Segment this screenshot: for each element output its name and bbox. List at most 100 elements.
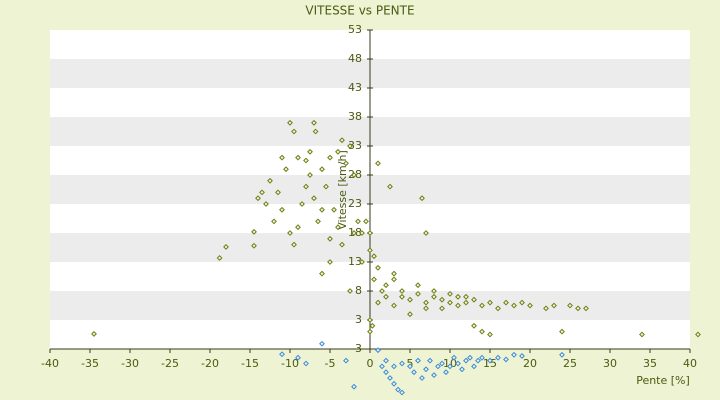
point: [279, 351, 285, 358]
point: [511, 351, 517, 358]
point: [391, 363, 397, 370]
point: [447, 290, 453, 297]
point: [455, 360, 461, 367]
x-tick-label: 20: [523, 357, 537, 370]
point: [259, 189, 265, 196]
point: [479, 328, 485, 335]
point: [559, 351, 565, 358]
y-tick-label: 8: [355, 284, 362, 297]
point: [91, 331, 97, 337]
point: [355, 218, 361, 225]
point: [387, 375, 393, 381]
point: [583, 305, 589, 312]
x-tick-label: -25: [161, 357, 179, 370]
point: [695, 331, 701, 338]
point: [319, 270, 325, 277]
point: [279, 206, 285, 213]
point: [567, 302, 573, 309]
point: [415, 357, 421, 364]
point: [287, 119, 293, 126]
point: [367, 230, 373, 236]
point: [411, 369, 417, 376]
point: [367, 317, 373, 323]
point: [511, 302, 517, 309]
x-tick-label: -15: [241, 357, 259, 370]
point: [419, 375, 425, 381]
point: [399, 360, 405, 367]
point: [311, 195, 317, 202]
point: [363, 218, 369, 225]
point: [387, 183, 393, 190]
point: [479, 354, 485, 361]
point: [407, 296, 413, 303]
point: [431, 293, 437, 300]
point: [351, 172, 357, 178]
point: [423, 299, 429, 306]
point: [367, 247, 373, 254]
point: [275, 189, 281, 196]
point: [303, 360, 309, 367]
point: [379, 363, 385, 370]
point: [343, 357, 349, 364]
point: [347, 288, 353, 294]
point: [447, 363, 453, 370]
y-tick-label: 33: [348, 139, 362, 152]
point: [439, 360, 445, 367]
point: [495, 354, 501, 361]
point: [495, 305, 501, 312]
point: [559, 328, 565, 335]
point: [471, 363, 477, 370]
point: [519, 353, 525, 359]
point: [463, 357, 469, 364]
point: [331, 206, 337, 213]
point: [375, 264, 381, 271]
point: [369, 322, 376, 329]
point: [395, 386, 401, 393]
point: [383, 357, 389, 364]
point: [339, 137, 345, 144]
x-tick-label: 30: [603, 357, 617, 370]
point: [383, 369, 389, 376]
point: [439, 296, 445, 303]
point: [435, 363, 441, 370]
point: [459, 366, 465, 373]
x-tick-label: -30: [121, 357, 139, 370]
point: [311, 119, 317, 126]
point: [251, 228, 257, 235]
y-tick-label: 3: [355, 313, 362, 326]
x-tick-label: -40: [41, 357, 59, 370]
point: [475, 357, 481, 364]
point: [359, 259, 365, 265]
y-tick-label: 48: [348, 52, 362, 65]
point: [427, 357, 433, 364]
point: [343, 160, 349, 167]
point: [527, 302, 533, 309]
point: [307, 148, 313, 155]
point: [335, 224, 341, 231]
point: [391, 380, 397, 387]
point: [223, 244, 229, 250]
point: [487, 357, 493, 364]
point: [431, 372, 437, 379]
point: [327, 259, 333, 265]
point: [399, 389, 405, 396]
point: [287, 230, 293, 236]
point: [551, 302, 557, 309]
point: [503, 299, 509, 306]
point: [575, 305, 581, 312]
point: [299, 201, 305, 207]
point: [339, 241, 345, 248]
point: [375, 299, 381, 306]
point: [463, 293, 469, 300]
point: [263, 201, 269, 207]
point: [451, 354, 457, 361]
point: [271, 218, 277, 225]
point: [371, 253, 377, 260]
point: [423, 366, 429, 373]
point: [267, 177, 273, 184]
point: [295, 354, 301, 361]
point: [479, 302, 485, 309]
x-tick-label: 0: [367, 357, 374, 370]
x-tick-label: 40: [683, 357, 697, 370]
